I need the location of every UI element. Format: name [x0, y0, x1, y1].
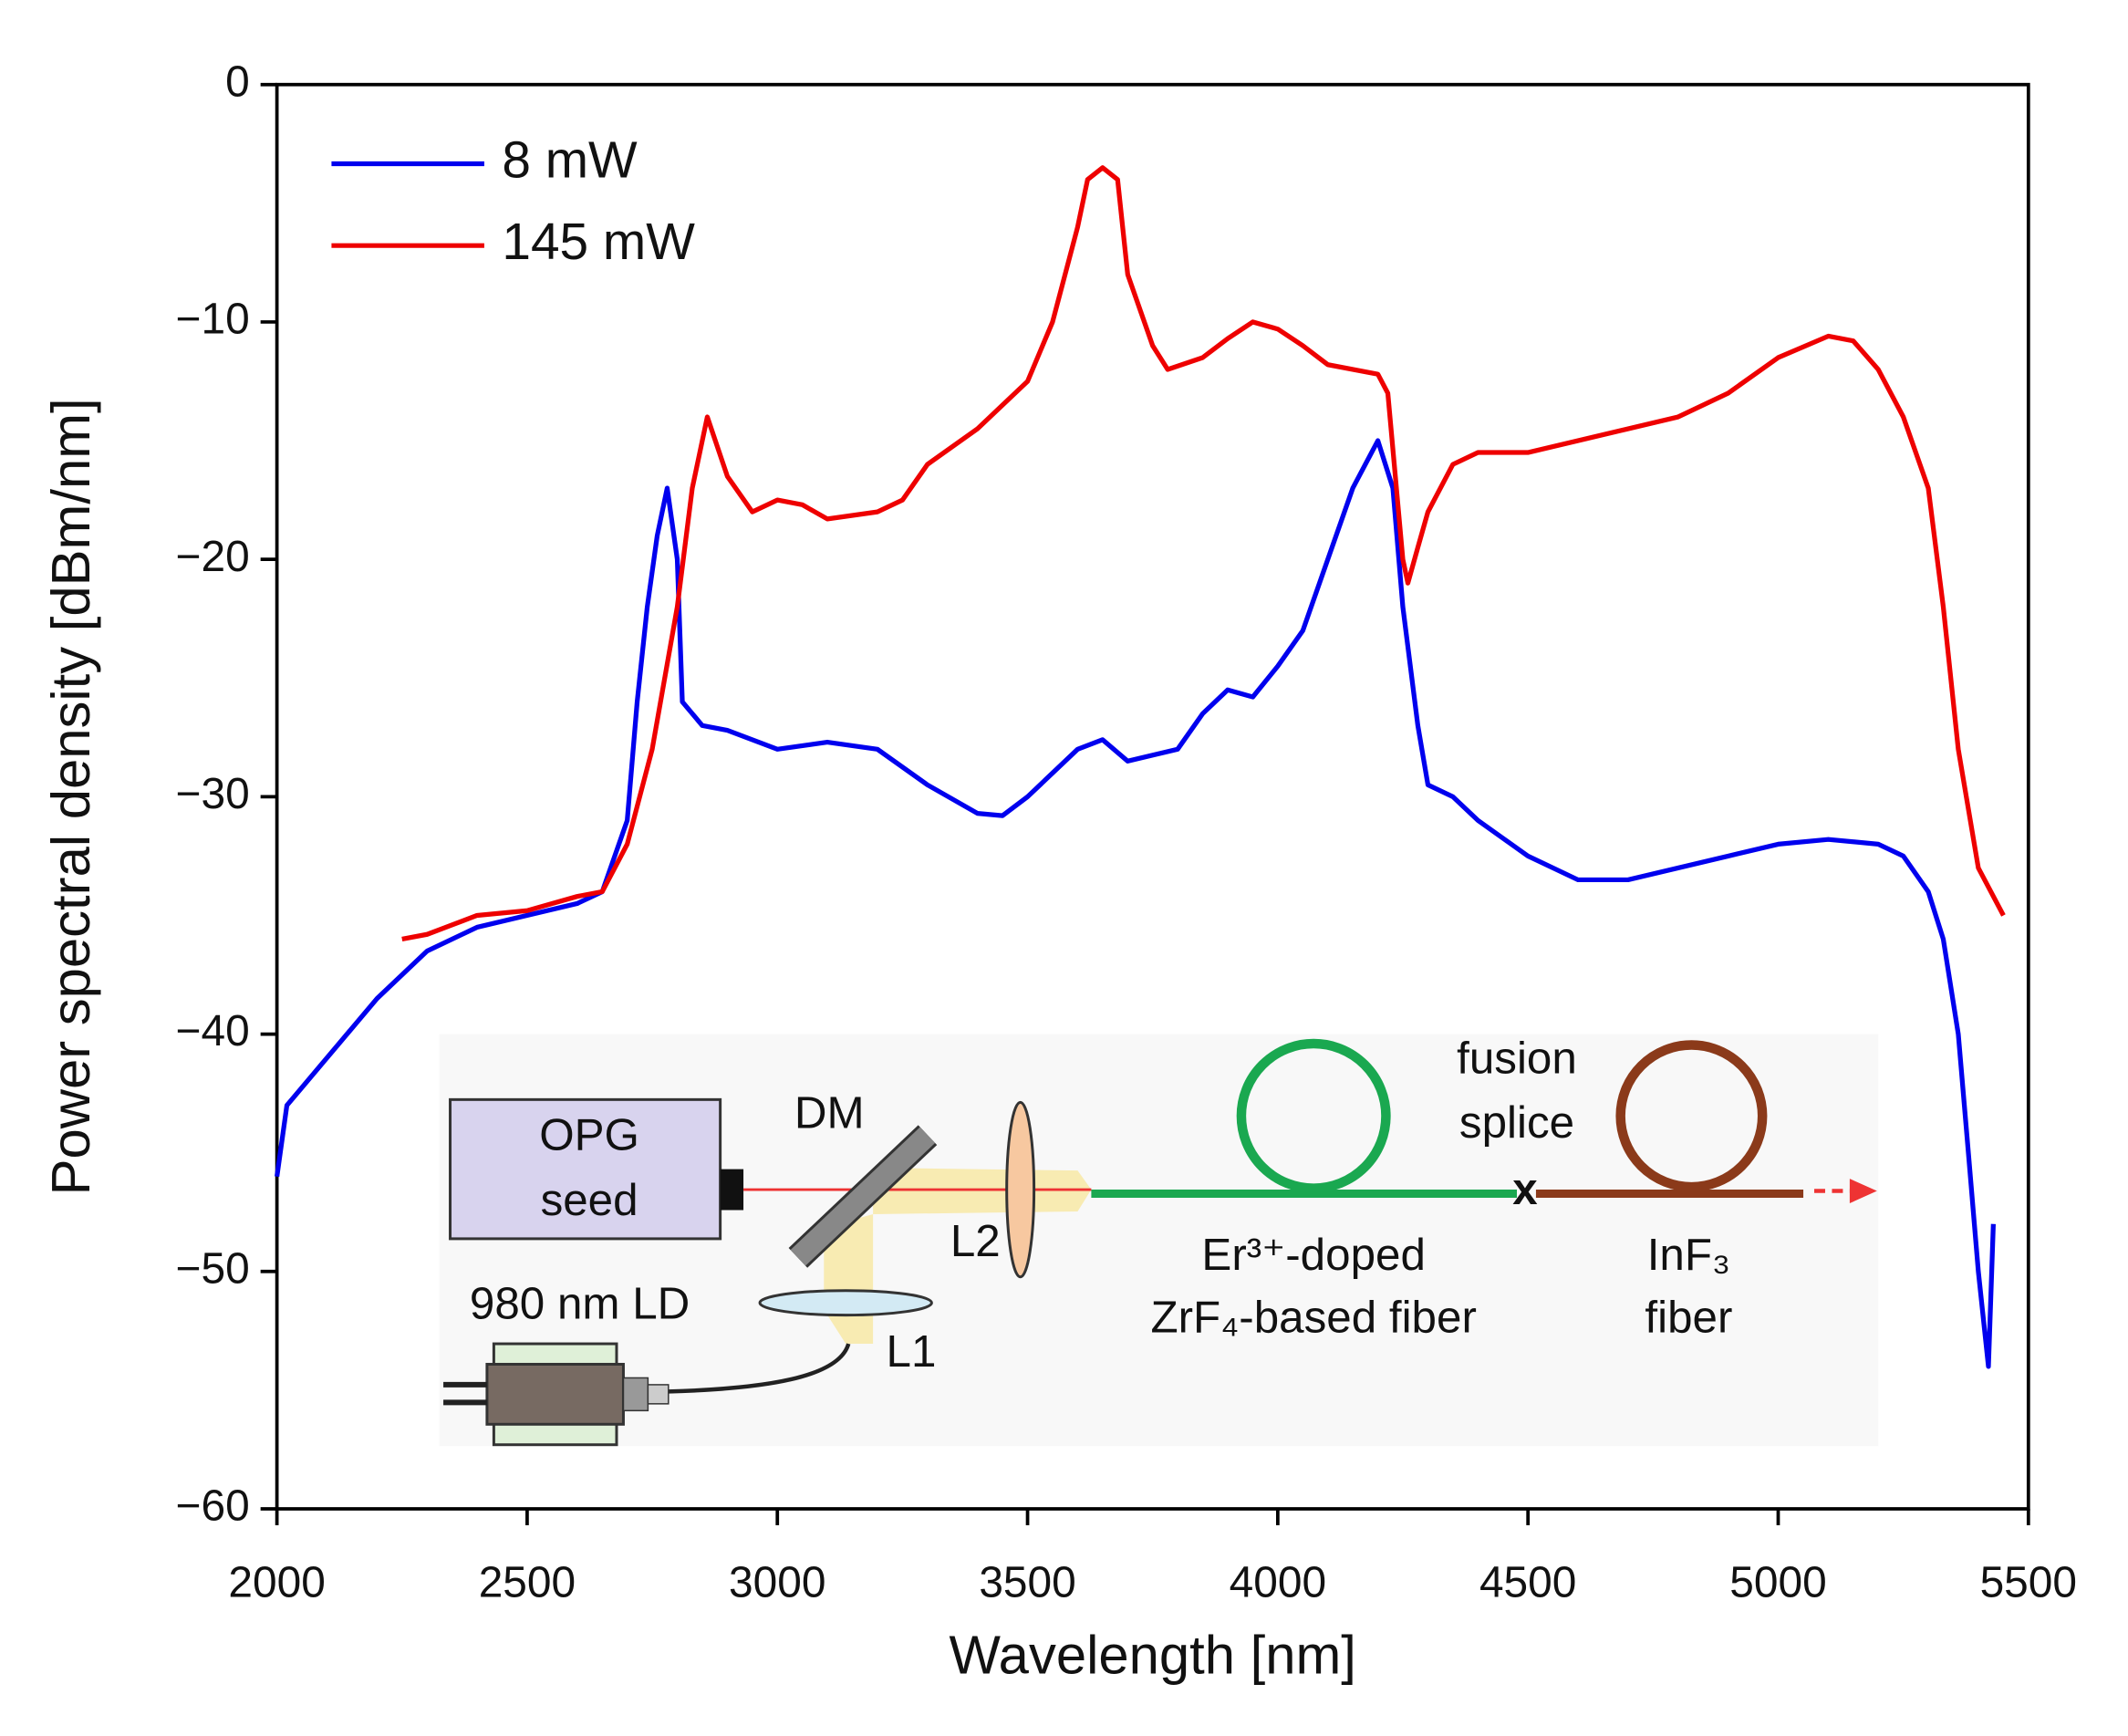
series-line [401, 165, 2006, 942]
pigtail [668, 1343, 851, 1394]
y-tick-label: −50 [176, 1244, 250, 1293]
inset-label: DM [794, 1087, 865, 1138]
legend-label: 8 mW [502, 131, 638, 189]
x-tick-label: 4000 [1230, 1558, 1326, 1606]
inset-label: OPG [539, 1109, 639, 1159]
x-tick-label: 2000 [228, 1558, 325, 1606]
inset-label: ZrF₄-based fiber [1150, 1293, 1476, 1343]
ld-output [622, 1377, 649, 1412]
x-tick-label: 3000 [729, 1558, 825, 1606]
arrow-head [1849, 1179, 1877, 1204]
ld-ferrule [647, 1384, 670, 1405]
opg-box [449, 1097, 722, 1241]
y-tick-label: −40 [176, 1007, 250, 1055]
x-tick-label: 5000 [1729, 1558, 1826, 1606]
x-tick-label: 5500 [1980, 1558, 2077, 1606]
y-tick-label: −10 [176, 296, 250, 344]
inset-label: x [1512, 1164, 1538, 1214]
er-fiber-loop [1236, 1038, 1391, 1193]
y-tick-label: 0 [225, 57, 250, 106]
ld-body [485, 1362, 625, 1426]
mirror [790, 1127, 936, 1266]
inset-label: L2 [950, 1216, 1001, 1266]
x-axis-label: Wavelength [nm] [949, 1624, 1355, 1685]
x-tick-label: 2500 [479, 1558, 576, 1606]
y-tick-label: −30 [176, 770, 250, 818]
x-tick-label: 3500 [979, 1558, 1075, 1606]
inset-label: fusion [1457, 1034, 1577, 1084]
x-tick-label: 4500 [1479, 1558, 1576, 1606]
lens-l2 [1005, 1100, 1036, 1279]
lens-l1 [758, 1289, 933, 1317]
inset-label: splice [1459, 1097, 1574, 1148]
inset-label: seed [541, 1175, 638, 1225]
y-tick-label: −60 [176, 1482, 250, 1531]
setup-diagram: OPG seed DM L2 L1 980 nm LD fusion splice x Er³⁺-… [439, 1034, 1879, 1447]
connector [720, 1169, 744, 1211]
inset-label: L1 [887, 1326, 937, 1377]
inset-label: Er³⁺-doped [1201, 1230, 1425, 1280]
inf3-fiber-loop [1615, 1040, 1768, 1192]
inset-label: 980 nm LD [470, 1279, 690, 1329]
series-line [275, 438, 1996, 1369]
inset-label: fiber [1645, 1293, 1732, 1343]
inset-label: InF₃ [1647, 1230, 1730, 1280]
legend-label: 145 mW [502, 213, 695, 271]
y-tick-label: −20 [176, 533, 250, 581]
y-axis-label: Power spectral density [dBm/nm] [40, 398, 101, 1195]
